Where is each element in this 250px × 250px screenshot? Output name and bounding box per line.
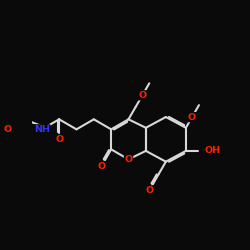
Text: O: O	[124, 155, 132, 164]
Text: O: O	[55, 135, 63, 144]
Text: O: O	[138, 91, 146, 100]
Text: NH: NH	[34, 125, 50, 134]
Text: OH: OH	[204, 146, 220, 156]
Text: O: O	[98, 162, 106, 170]
Text: O: O	[145, 186, 153, 195]
Text: O: O	[188, 112, 196, 122]
Text: O: O	[3, 125, 11, 134]
